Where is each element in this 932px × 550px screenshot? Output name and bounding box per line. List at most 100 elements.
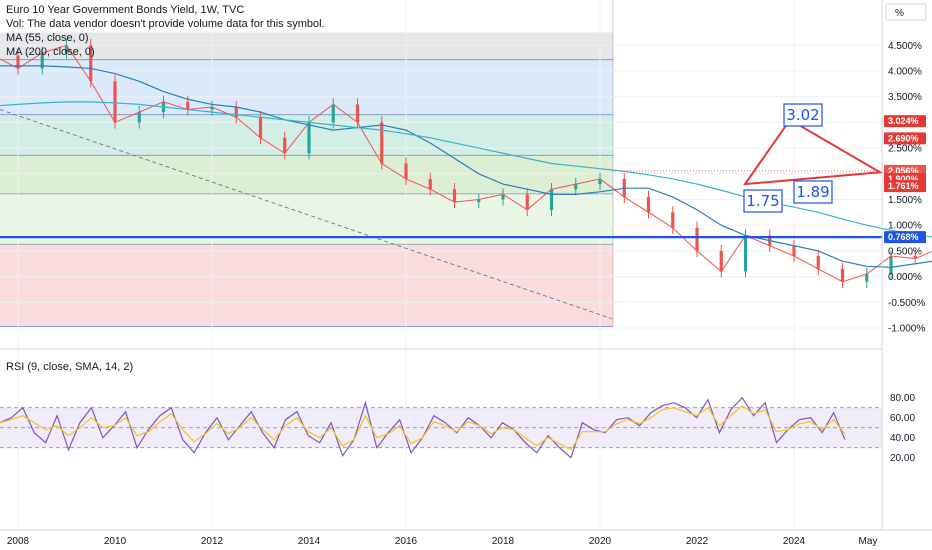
annotation-high: 3.02 bbox=[783, 103, 823, 127]
rsi-tick-label: 20.00 bbox=[890, 453, 915, 464]
price-series bbox=[0, 39, 932, 288]
candle-body bbox=[234, 106, 238, 118]
chart-legend: Euro 10 Year Government Bonds Yield, 1W,… bbox=[6, 3, 325, 59]
candle-body bbox=[404, 163, 408, 179]
candle-body bbox=[549, 189, 554, 210]
candle-body bbox=[913, 256, 917, 259]
ma200-legend[interactable]: MA (200, close, 0) bbox=[6, 46, 95, 58]
time-tick-label: May bbox=[859, 536, 878, 547]
time-tick-label: 2012 bbox=[201, 536, 224, 547]
rsi-ma-line bbox=[0, 404, 846, 451]
time-tick-label: 2020 bbox=[589, 536, 612, 547]
candle-body bbox=[743, 235, 748, 272]
candle-body bbox=[331, 104, 335, 123]
candle-body bbox=[719, 250, 723, 272]
price-badge: 2.690% bbox=[884, 132, 926, 145]
trend-line-dashed bbox=[0, 109, 613, 320]
candle-body bbox=[307, 122, 311, 154]
fibonacci-zones bbox=[0, 0, 614, 327]
fib-zone bbox=[0, 114, 613, 156]
candle-body bbox=[16, 55, 20, 69]
time-tick-label: 2008 bbox=[7, 536, 30, 547]
price-badge-text: 3.024% bbox=[888, 116, 919, 126]
price-badge-text: 2.690% bbox=[888, 133, 919, 143]
triangle-pattern bbox=[742, 118, 884, 186]
candle-body bbox=[210, 106, 214, 110]
rsi-tick-label: 40.00 bbox=[890, 433, 915, 444]
fib-zone bbox=[0, 155, 613, 194]
price-badge-bg bbox=[884, 231, 926, 244]
annotation-box bbox=[743, 189, 783, 213]
price-badge: 3.024% bbox=[884, 115, 926, 128]
price-badge-bg bbox=[884, 115, 926, 128]
fib-zone bbox=[0, 244, 613, 327]
candle-body bbox=[137, 112, 141, 123]
time-tick-label: 2024 bbox=[783, 536, 806, 547]
price-badge-text: 2.056% bbox=[888, 166, 919, 176]
unit-box bbox=[885, 3, 927, 21]
candle-body bbox=[64, 45, 69, 54]
price-badge-text: 1.900% bbox=[888, 174, 919, 184]
price-tick-label: 1.000% bbox=[888, 221, 922, 232]
candle-body bbox=[525, 194, 529, 210]
annotation-box bbox=[793, 180, 833, 204]
candle-body bbox=[501, 194, 505, 200]
time-tick-label: 2010 bbox=[104, 536, 127, 547]
price-tick-label: 0.500% bbox=[888, 246, 922, 257]
annotation-text: 3.02 bbox=[786, 106, 819, 124]
candle-body bbox=[889, 256, 893, 275]
price-badge: 1.761% bbox=[884, 180, 926, 193]
candle-body bbox=[186, 101, 190, 110]
chart-title[interactable]: Euro 10 Year Government Bonds Yield, 1W,… bbox=[6, 4, 245, 16]
rsi-tick-label: 60.00 bbox=[890, 413, 915, 424]
price-badge-bg bbox=[884, 180, 926, 193]
ma200-line bbox=[0, 101, 932, 238]
price-badge-text: 0.768% bbox=[888, 232, 919, 242]
candle-body bbox=[283, 137, 287, 154]
annotation-low-right: 1.89 bbox=[793, 180, 833, 204]
annotation-text: 1.75 bbox=[746, 192, 779, 210]
price-tick-label: 2.500% bbox=[888, 144, 922, 155]
rsi-tick-label: 80.00 bbox=[890, 393, 915, 404]
candle-body bbox=[428, 178, 432, 190]
price-tick-label: 3.500% bbox=[888, 92, 922, 103]
candle-body bbox=[380, 122, 384, 164]
unit-label: % bbox=[895, 8, 904, 19]
price-badge: 0.768% bbox=[884, 231, 926, 244]
price-badge-text: 1.761% bbox=[888, 181, 919, 191]
candle-body bbox=[865, 274, 869, 282]
price-tick-label: -1.000% bbox=[888, 324, 925, 335]
annotation-box bbox=[783, 103, 823, 127]
time-tick-label: 2022 bbox=[686, 536, 709, 547]
rsi-legend[interactable]: RSI (9, close, SMA, 14, 2) bbox=[6, 361, 134, 373]
price-tick-label: 0.000% bbox=[888, 272, 922, 283]
candle-body bbox=[695, 227, 699, 251]
price-line bbox=[0, 44, 932, 283]
candle-body bbox=[574, 184, 578, 190]
candle-body bbox=[477, 199, 481, 203]
annotation-low-left: 1.75 bbox=[743, 189, 783, 213]
price-tick-label: 1.500% bbox=[888, 195, 922, 206]
price-tick-label: -0.500% bbox=[888, 298, 925, 309]
annotation-text: 1.89 bbox=[796, 183, 829, 201]
ma55-legend[interactable]: MA (55, close, 0) bbox=[6, 32, 89, 44]
time-tick-label: 2018 bbox=[492, 536, 515, 547]
candle-body bbox=[113, 81, 117, 123]
fib-zone bbox=[0, 193, 613, 245]
time-tick-label: 2016 bbox=[395, 536, 418, 547]
candle-body bbox=[646, 196, 651, 213]
price-tick-label: 4.500% bbox=[888, 41, 922, 52]
rsi-panel bbox=[0, 396, 882, 459]
candle-body bbox=[258, 117, 263, 138]
ma55-line bbox=[0, 65, 932, 268]
candle-body bbox=[452, 189, 457, 203]
price-tick-label: 4.000% bbox=[888, 67, 922, 78]
volume-note: Vol: The data vendor doesn't provide vol… bbox=[6, 18, 325, 30]
fib-zone bbox=[0, 32, 613, 60]
candle-body bbox=[840, 268, 845, 282]
drawings: 3.02 1.75 1.89 bbox=[0, 103, 884, 320]
candle-body bbox=[671, 212, 675, 228]
price-badge-bg bbox=[884, 132, 926, 145]
